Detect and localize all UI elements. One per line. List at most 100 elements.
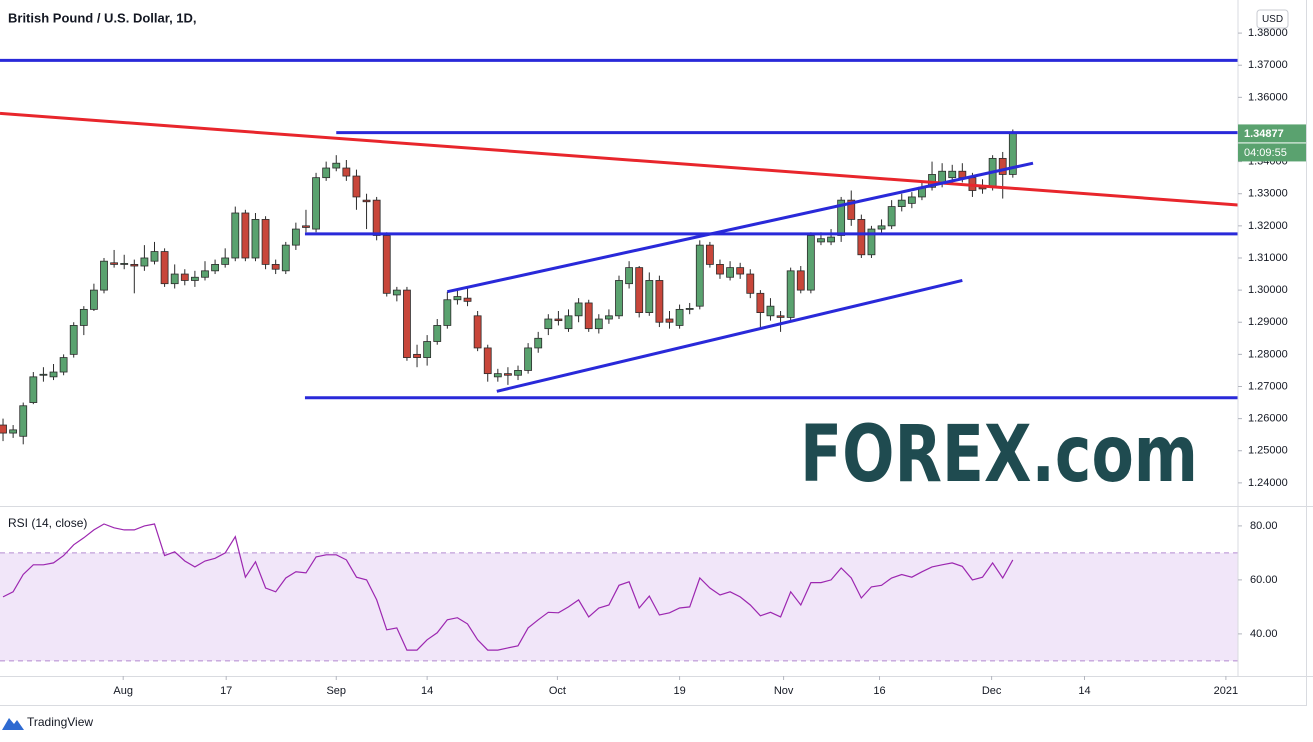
candle-body [251,219,260,259]
candle-body [39,373,48,376]
candle-body [221,257,230,265]
candle-body [635,267,644,313]
candle-body [241,212,250,259]
y-tick-label: 1.31000 [1248,252,1288,264]
candle-body [534,337,543,349]
candle-body [211,264,219,272]
y-tick-label: 1.30000 [1248,284,1288,296]
last-price-label: 1.34877 [1244,128,1284,140]
candle-body [392,289,401,296]
candle-body [726,267,734,278]
candle-body [110,262,119,265]
y-tick-label: 1.28000 [1248,348,1288,360]
candle-body [806,235,815,291]
rsi-tick-label: 60.00 [1250,574,1278,586]
candle-body [594,318,603,330]
candle-body [281,244,290,272]
x-tick-label: 2021 [1214,685,1238,697]
candle-body [150,251,159,262]
x-tick-label: Sep [326,685,346,697]
rsi-tick-label: 80.00 [1250,520,1278,532]
candle-body [362,199,371,203]
countdown-label: 04:09:55 [1244,147,1287,159]
footer-text[interactable]: TradingView [27,715,93,729]
y-tick-label: 1.24000 [1248,477,1288,489]
y-tick-label: 1.29000 [1248,316,1288,328]
candle-body [69,325,78,355]
candle-body [312,177,320,230]
candle-body [705,244,714,265]
candle-body [372,199,381,236]
y-tick-label: 1.32000 [1248,220,1288,232]
candle-body [827,236,835,243]
candle-body [463,297,472,302]
y-tick-label: 1.33000 [1248,188,1288,200]
candle-body [493,373,502,378]
candle-body [524,347,533,371]
y-tick-label: 1.26000 [1248,413,1288,425]
candle-body [584,302,593,330]
candle-body [352,175,361,198]
candle-body [201,270,209,278]
candle-body [261,219,270,265]
candle-body [877,225,886,230]
y-tick-label: 1.27000 [1248,380,1288,392]
price-pane [0,58,1238,445]
candle-body [857,219,866,256]
candle-body [847,199,856,220]
logo-icon[interactable] [2,718,24,730]
last-price-box [1238,124,1306,143]
candle-body [79,308,88,326]
trend-line [496,279,963,393]
currency-label[interactable]: USD [1262,14,1283,25]
candle-body [100,260,108,291]
candle-body [564,315,573,330]
candle-body [90,289,98,310]
rsi-tick-label: 40.00 [1250,628,1278,640]
candle-body [443,299,452,326]
trend-line [0,111,1238,207]
x-tick-label: 17 [220,685,232,697]
candle-body [403,289,411,358]
candle-body [0,424,7,434]
x-tick-label: 19 [673,685,685,697]
currency-box[interactable] [1256,9,1289,29]
candle-body [382,235,391,294]
candle-body [160,251,169,285]
candle-body [19,405,28,437]
candle-body [302,225,310,228]
rsi-title: RSI (14, close) [8,516,87,530]
trend-line [447,161,1034,294]
candle-body [655,280,664,323]
candle-body [483,347,492,375]
x-tick-label: 14 [1078,685,1090,697]
candle-body [433,325,442,342]
candle-body [897,199,906,207]
candle-body [665,318,674,323]
candle-body [817,238,825,243]
y-tick-label: 1.36000 [1248,91,1288,103]
candle-body [998,157,1007,175]
candle-body [29,376,38,403]
x-tick-label: Dec [982,685,1002,697]
candle-body [948,170,957,179]
candle-body [9,429,18,434]
tradingview-logo[interactable]: TradingView [2,715,93,730]
candle-body [887,206,896,227]
candle-body [786,270,795,318]
candle-body [180,273,189,281]
candle-body [544,318,553,330]
rsi-band [0,552,1238,661]
watermark-layer: FOREX.com [800,410,1198,500]
x-tick-label: Oct [549,685,566,697]
candle-body [322,167,331,179]
candle-body [766,305,775,317]
candle-body [170,273,179,285]
candle-body [342,167,351,177]
candle-body [776,315,785,318]
candle-body [140,257,149,267]
candle-body [867,228,876,256]
candle-body [130,264,139,267]
candle-body [231,212,240,259]
